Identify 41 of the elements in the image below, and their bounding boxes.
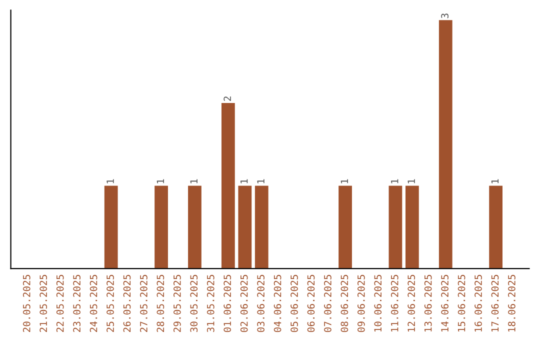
x-tick-label: 21.05.2025 [40,274,48,332]
x-tick-label: 16.06.2025 [474,274,482,332]
x-tick-label: 13.06.2025 [424,274,432,332]
x-tick-label: 29.05.2025 [173,274,181,332]
x-tick-label: 18.06.2025 [508,274,516,332]
data-label: 1 [340,179,348,184]
x-tick-label: 09.06.2025 [357,274,365,332]
data-label: 1 [190,179,198,184]
x-tick-label: 31.05.2025 [206,274,214,332]
x-tick-label: 01.06.2025 [224,274,232,332]
x-tick-label: 05.06.2025 [290,274,298,332]
data-label: 1 [257,179,264,184]
x-tick-label: 02.06.2025 [240,274,248,332]
x-tick-label: 28.05.2025 [156,274,164,332]
x-tick-label: 23.05.2025 [73,274,80,332]
x-tick-label: 17.06.2025 [491,274,499,332]
x-tick-label: 30.05.2025 [190,274,198,332]
x-tick-label: 20.05.2025 [22,274,30,332]
x-tick-label: 06.06.2025 [307,274,315,332]
x-tick-label: 27.05.2025 [140,274,148,332]
x-tick-label: 24.05.2025 [90,274,98,332]
data-label: 1 [106,179,114,184]
x-tick-label: 07.06.2025 [324,274,332,332]
x-tick-label: 26.05.2025 [123,274,131,332]
x-tick-label: 12.06.2025 [408,274,416,332]
x-tick-label: 25.05.2025 [106,274,114,332]
data-label: 2 [224,96,231,101]
x-tick-label: 04.06.2025 [274,274,282,332]
data-label: 1 [491,179,499,184]
x-tick-label: 03.06.2025 [257,274,264,332]
x-tick-label: 14.06.2025 [441,274,448,332]
data-label: 1 [408,179,415,184]
x-tick-label: 08.06.2025 [340,274,348,332]
data-label: 3 [441,14,448,18]
x-tick-label: 22.05.2025 [56,274,64,332]
data-label: 1 [391,179,398,184]
x-tick-label: 15.06.2025 [458,274,466,332]
data-label: 1 [156,179,164,184]
x-tick-label: 11.06.2025 [390,274,398,332]
x-tick-label: 10.06.2025 [374,274,382,332]
data-label: 1 [240,179,248,184]
